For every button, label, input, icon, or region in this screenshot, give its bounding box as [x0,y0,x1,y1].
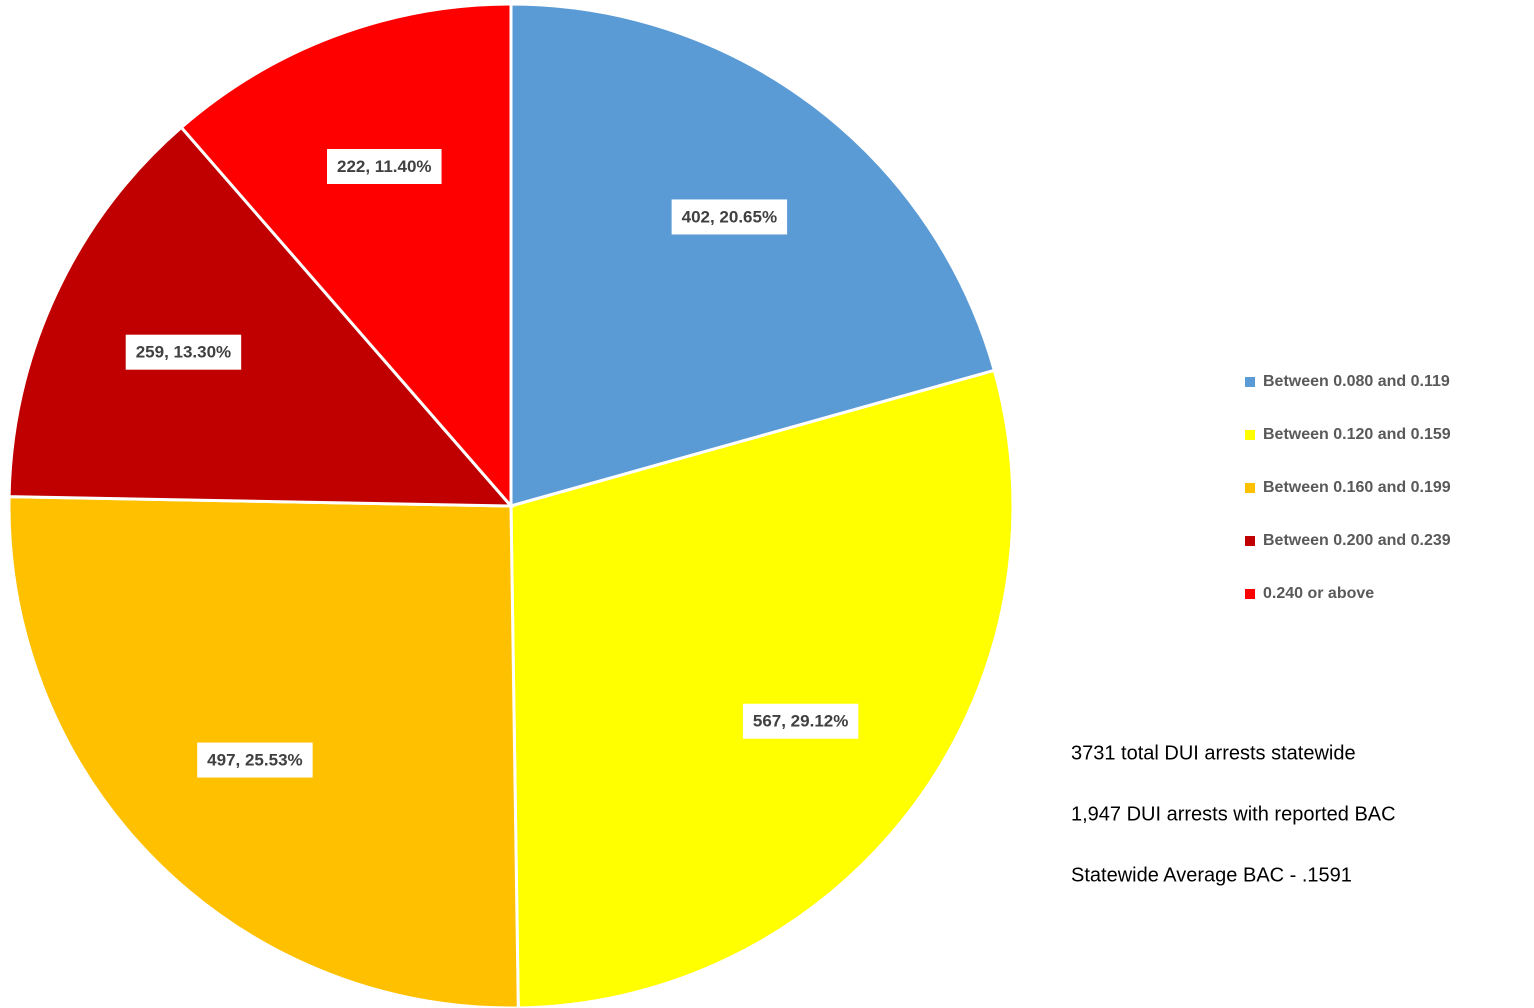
label-box [327,148,442,184]
pie-slice [509,368,1015,1008]
legend-swatch [1245,589,1255,599]
data-label: 222, 11.40% [327,148,442,184]
label-box [742,703,859,739]
pie-slice [7,125,515,508]
legend-swatch [1245,483,1255,493]
data-label-text: 497, 25.53% [207,751,302,770]
legend-label: Between 0.200 and 0.239 [1263,532,1451,549]
data-label: 402, 20.65% [671,199,788,235]
legend-label: Between 0.160 and 0.199 [1263,479,1451,496]
pie-slice [179,2,513,511]
data-label: 259, 13.30% [125,334,242,370]
data-label: 567, 29.12% [742,703,859,739]
data-label-text: 567, 29.12% [753,712,848,731]
legend-swatch [1245,536,1255,546]
annotation: 1,947 DUI arrests with reported BAC [1071,803,1396,825]
label-box [671,199,788,235]
data-label-text: 259, 13.30% [136,343,231,362]
label-box [197,742,313,778]
annotation: Statewide Average BAC - .1591 [1071,864,1352,886]
legend-swatch [1245,430,1255,440]
data-label: 497, 25.53% [197,742,313,778]
data-label-text: 402, 20.65% [682,207,777,226]
label-box [125,334,242,370]
legend-label: Between 0.080 and 0.119 [1263,373,1450,390]
pie-slice [509,2,997,508]
annotation: 3731 total DUI arrests statewide [1071,742,1356,764]
legend-label: Between 0.120 and 0.159 [1263,426,1451,443]
data-label-text: 222, 11.40% [337,157,432,176]
legend-swatch [1245,377,1255,387]
legend-label: 0.240 or above [1263,585,1374,602]
